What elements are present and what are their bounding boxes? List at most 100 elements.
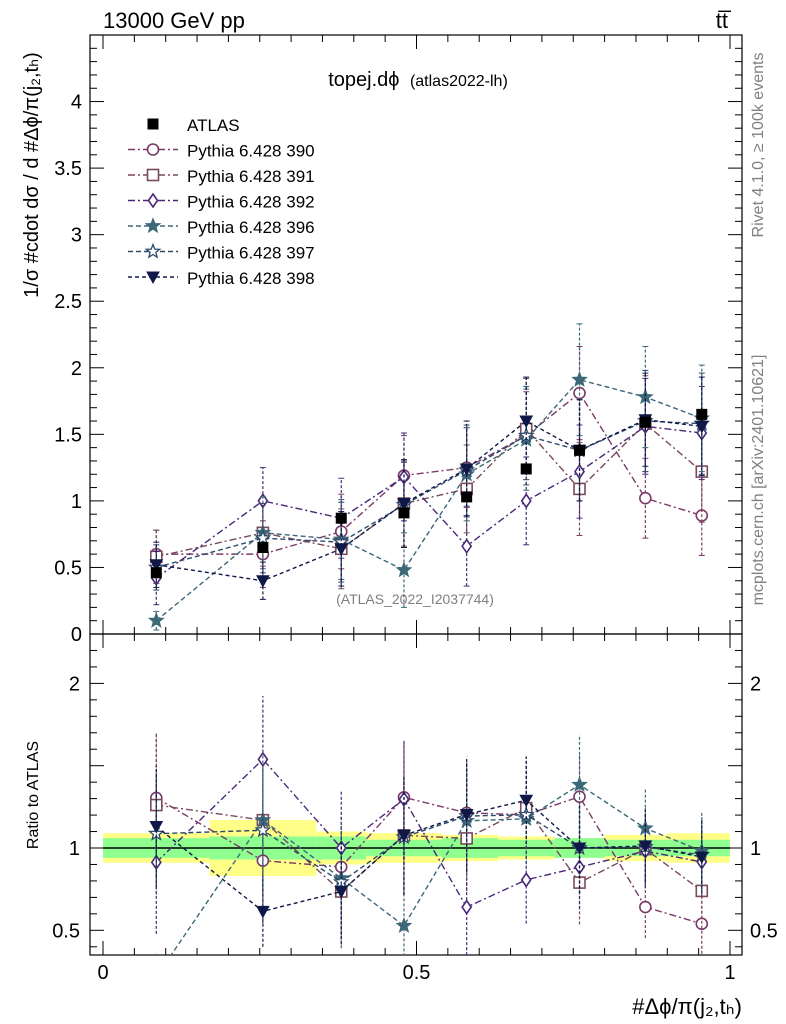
x-tick-label: 0.5: [403, 962, 431, 984]
ratio-point-392: [520, 871, 532, 888]
main-y-tick-label: 4: [71, 92, 82, 114]
ratio-y-tick-label-right: 2: [750, 673, 761, 695]
point-398: [334, 543, 349, 556]
main-y-tick-label: 2: [71, 358, 82, 380]
data-point: [257, 541, 269, 553]
main-series-group: [147, 323, 711, 631]
legend-label-391: Pythia 6.428 391: [187, 167, 315, 186]
ratio-point-398: [638, 840, 653, 853]
ratio-point-398: [519, 794, 534, 808]
main-y-tick-label: 1.5: [54, 424, 82, 446]
series-line-396: [155, 378, 703, 622]
ratio-point-397: [254, 821, 272, 838]
ratio-point-397: [332, 873, 350, 890]
legend-label-396: Pythia 6.428 396: [187, 218, 315, 237]
ratio-point-398: [397, 829, 411, 843]
point-398: [149, 559, 164, 572]
legend: ATLAS Pythia 6.428 390 Pythia 6.428 391 Pyt…: [128, 116, 315, 288]
ratio-line-397: [156, 814, 702, 883]
legend-marker-391: [146, 168, 160, 182]
ratio-point-398: [334, 886, 349, 899]
mcplots-label: mcplots.cern.ch [arXiv:2401.10621]: [750, 355, 767, 606]
legend-label-398: Pythia 6.428 398: [187, 269, 315, 288]
data-point: [639, 416, 651, 428]
main-y-tick-label: 1: [71, 491, 82, 513]
plot-title: topej.dϕ (atlas2022-lh): [328, 69, 508, 91]
data-point: [150, 567, 162, 579]
legend-marker-392: [147, 192, 159, 209]
main-y-tick-label: 0.5: [54, 557, 82, 579]
data-point: [520, 463, 532, 475]
main-y-axis-label: 1/σ #cdot dσ / d #Δϕ/π(j₂,tₕ): [21, 52, 43, 298]
point-398: [459, 463, 474, 476]
x-tick-label: 1: [724, 962, 735, 984]
ratio-point-396: [150, 970, 163, 983]
legend-marker-atlas: [147, 118, 159, 130]
ratio-y-tick-label: 2: [69, 673, 80, 695]
main-y-tick-label: 2.5: [54, 291, 82, 313]
legend-label-397: Pythia 6.428 397: [187, 244, 315, 263]
ratio-y-axis-label: Ratio to ATLAS: [25, 741, 42, 849]
ratio-point-396: [571, 775, 588, 792]
series-398: [149, 372, 709, 600]
ratio-point-398: [572, 842, 587, 856]
series-line-390: [156, 392, 702, 555]
ratio-line-396: [170, 783, 703, 955]
process-label: tt̅: [716, 8, 732, 33]
data-point: [335, 512, 347, 524]
point-398: [397, 498, 411, 511]
ratio-y-tick-label: 1: [69, 838, 80, 860]
main-y-tick-label: 3: [71, 225, 82, 247]
rivet-version-label: Rivet 4.1.0, ≥ 100k events: [750, 53, 767, 238]
legend-marker-390: [146, 143, 160, 156]
energy-label: 13000 GeV pp: [103, 8, 245, 33]
ratio-panel: 0.5 0.5 1 1 2 2 0 0.5 1: [52, 633, 778, 984]
main-y-tick-label: 0: [71, 624, 82, 646]
ratio-y-tick-label-right: 1: [750, 838, 761, 860]
main-y-tick-label: 3.5: [54, 158, 82, 180]
ratio-series-398: [149, 756, 709, 947]
ratio-point-398: [459, 808, 474, 822]
legend-marker-397: [144, 242, 162, 259]
point-398: [519, 415, 534, 429]
ratio-point-390: [639, 900, 652, 914]
ratio-point-392: [461, 899, 473, 916]
ratio-point-398: [149, 821, 164, 834]
data-point: [574, 444, 586, 456]
data-point: [398, 507, 410, 519]
point-396: [147, 611, 165, 628]
point-398: [694, 420, 709, 434]
ratio-point-398: [256, 905, 270, 919]
point-398: [256, 575, 270, 588]
point-392: [574, 463, 585, 480]
data-point: [461, 491, 473, 503]
point-392: [461, 538, 473, 555]
point-390: [639, 491, 652, 505]
series-line-398: [156, 418, 702, 582]
series-390: [149, 345, 709, 588]
main-panel: 0 0.5 1 1.5 2 2.5 3 3.5 4: [54, 34, 743, 646]
legend-marker-398: [146, 271, 160, 285]
series-line-397: [156, 420, 702, 569]
point-397: [254, 529, 272, 546]
legend-label-392: Pythia 6.428 392: [187, 193, 315, 212]
x-axis-label: #Δϕ/π(j₂,tₕ): [632, 994, 742, 1019]
title-main: topej.dϕ: [328, 69, 399, 91]
x-tick-label: 0: [97, 962, 108, 984]
ratio-point-398: [694, 851, 709, 865]
series-396: [147, 323, 711, 631]
point-396: [395, 561, 413, 578]
legend-marker-396: [144, 217, 162, 234]
ratio-y-tick-label-right: 0.5: [750, 920, 778, 942]
analysis-id-label: (ATLAS_2022_I2037744): [336, 591, 494, 607]
point-396: [571, 371, 588, 387]
ratio-series-group: [147, 696, 711, 983]
series-line-392: [155, 425, 702, 579]
ratio-point-396: [395, 916, 413, 933]
point-392: [520, 492, 532, 509]
series-atlas-data: [150, 407, 708, 579]
ratio-y-tick-label: 0.5: [52, 920, 80, 942]
legend-label-atlas: ATLAS: [187, 116, 240, 135]
title-tag: (atlas2022-lh): [410, 73, 508, 90]
